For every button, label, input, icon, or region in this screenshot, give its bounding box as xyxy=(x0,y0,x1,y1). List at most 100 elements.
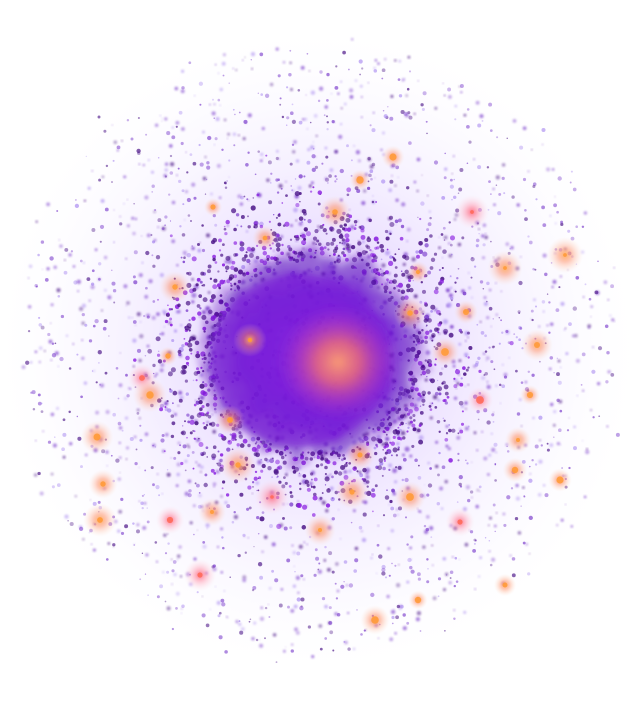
particle xyxy=(368,218,372,223)
bright-clump xyxy=(520,385,540,405)
particle xyxy=(144,195,149,200)
particle xyxy=(233,510,236,514)
particle xyxy=(119,222,123,226)
particle xyxy=(553,372,555,374)
bright-clumps xyxy=(80,145,584,635)
particle xyxy=(237,553,241,558)
particle xyxy=(193,533,195,536)
particle xyxy=(581,225,585,229)
particle xyxy=(214,261,218,264)
particle xyxy=(531,458,534,462)
particle xyxy=(276,466,281,470)
particle xyxy=(357,159,361,163)
particle xyxy=(115,367,119,370)
particle xyxy=(189,153,193,156)
particle xyxy=(202,541,206,544)
particle xyxy=(311,167,316,173)
particle xyxy=(350,159,353,162)
particle xyxy=(304,117,308,121)
particle xyxy=(423,524,427,528)
particle xyxy=(464,401,468,405)
particle xyxy=(610,373,615,377)
particle xyxy=(168,193,171,196)
particle xyxy=(386,449,389,452)
particle xyxy=(190,352,193,355)
particle xyxy=(444,152,446,155)
particle xyxy=(558,428,562,433)
particle xyxy=(140,235,143,237)
particle xyxy=(369,124,372,127)
particle xyxy=(200,412,205,417)
particle xyxy=(533,298,536,302)
particle xyxy=(164,407,169,412)
particle xyxy=(471,256,474,259)
particle xyxy=(458,373,461,376)
particle xyxy=(144,294,149,299)
particle xyxy=(393,258,397,262)
particle xyxy=(92,548,96,552)
particle xyxy=(460,404,464,408)
particle xyxy=(171,126,174,129)
particle xyxy=(293,565,296,568)
particle xyxy=(25,360,30,365)
particle xyxy=(443,328,449,334)
particle xyxy=(223,227,227,231)
particle xyxy=(171,569,175,573)
particle xyxy=(209,608,211,611)
particle xyxy=(291,119,296,124)
particle xyxy=(438,236,440,238)
particle xyxy=(182,260,186,264)
particle xyxy=(294,571,296,573)
particle xyxy=(339,168,344,174)
particle xyxy=(298,216,304,221)
particle xyxy=(478,228,480,230)
particle xyxy=(346,187,352,193)
particle xyxy=(311,181,314,185)
particle xyxy=(506,450,510,453)
particle xyxy=(309,190,313,193)
particle xyxy=(459,429,464,434)
particle xyxy=(218,249,222,252)
particle xyxy=(495,384,498,387)
particle xyxy=(318,562,321,565)
bright-clump xyxy=(408,590,428,610)
particle xyxy=(382,110,385,112)
particle xyxy=(501,176,505,180)
particle xyxy=(591,369,596,374)
particle xyxy=(199,470,202,473)
particle xyxy=(444,437,449,442)
particle xyxy=(481,256,486,260)
particle xyxy=(290,643,294,646)
particle xyxy=(125,304,127,307)
particle xyxy=(486,383,488,385)
particle xyxy=(268,587,272,590)
particle xyxy=(224,265,230,270)
particle xyxy=(44,278,49,282)
particle xyxy=(416,157,421,162)
particle xyxy=(326,72,330,77)
particle xyxy=(361,537,367,543)
particle xyxy=(164,162,169,166)
particle xyxy=(430,536,433,538)
particle xyxy=(391,615,395,620)
particle xyxy=(242,533,246,537)
particle xyxy=(460,377,463,380)
particle xyxy=(345,462,348,464)
particle xyxy=(434,391,439,396)
particle xyxy=(458,474,463,480)
particle xyxy=(132,320,137,324)
particle xyxy=(552,279,557,284)
particle xyxy=(488,288,492,292)
particle xyxy=(278,183,283,189)
particle xyxy=(394,632,397,635)
particle xyxy=(247,151,250,154)
particle xyxy=(119,472,121,474)
particle xyxy=(568,466,571,470)
particle xyxy=(69,442,73,446)
particle xyxy=(105,450,109,454)
particle xyxy=(289,111,294,116)
particle xyxy=(162,571,165,574)
particle xyxy=(365,467,371,473)
particle xyxy=(481,119,484,122)
particle xyxy=(462,366,466,370)
